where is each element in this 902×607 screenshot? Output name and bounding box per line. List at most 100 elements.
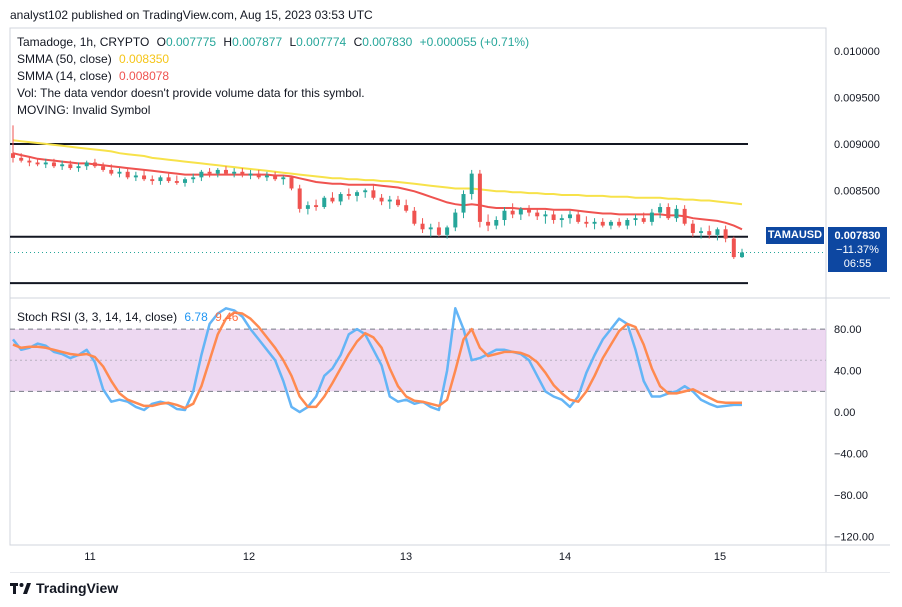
candle-body <box>281 177 286 180</box>
tag-price: 0.007830 <box>834 230 881 242</box>
candle-body <box>518 208 523 215</box>
candle-body <box>363 190 368 193</box>
moving-note: MOVING: Invalid Symbol <box>17 103 151 117</box>
candle-body <box>633 218 638 221</box>
candle-body <box>494 220 499 226</box>
publisher-header: analyst102 published on TradingView.com,… <box>10 8 373 22</box>
candle-body <box>273 175 278 180</box>
price-tag: 0.007830 −11.37% 06:55 <box>828 227 887 272</box>
tradingview-logo-icon <box>10 583 31 594</box>
badge-symbol: TAMAUSD <box>767 229 823 241</box>
candle-body <box>731 238 736 258</box>
stoch-tick-label: −120.00 <box>834 532 874 544</box>
candle-body <box>404 205 409 211</box>
smma14-value: 0.008078 <box>119 69 170 83</box>
candle-body <box>355 192 360 196</box>
high-value: 0.007877 <box>232 35 283 49</box>
stoch-label: Stoch RSI (3, 3, 14, 14, close) <box>17 310 178 324</box>
volume-note: Vol: The data vendor doesn't provide vol… <box>17 86 365 100</box>
candle-body <box>51 162 56 167</box>
candle-body <box>314 205 319 208</box>
stoch-d-line <box>12 311 742 410</box>
open-label: O <box>156 35 166 49</box>
smma14-line <box>12 152 743 231</box>
candle-body <box>699 231 704 233</box>
candle-body <box>158 177 163 182</box>
candle-body <box>641 218 646 222</box>
stoch-k-line <box>12 307 742 414</box>
candle-body <box>125 171 130 178</box>
smma50-label: SMMA (50, close) <box>17 52 112 66</box>
candle-body <box>445 227 450 235</box>
candle-body <box>150 179 155 182</box>
candle-body <box>109 169 114 174</box>
time-tick-label: 11 <box>84 551 95 563</box>
change-value: +0.000055 (+0.71%) <box>419 35 530 49</box>
candle-body <box>371 190 376 198</box>
candle-body <box>576 214 581 222</box>
candle-body <box>690 223 695 233</box>
stoch-tick-label: 0.00 <box>834 407 855 419</box>
candle-body <box>715 229 720 235</box>
candle-body <box>19 157 24 161</box>
stoch-d-value: 9.46 <box>215 310 239 324</box>
candle-body <box>223 169 228 174</box>
candle-body <box>76 166 81 169</box>
candle-body <box>330 197 335 202</box>
price-pane <box>10 125 826 285</box>
candle-body <box>240 171 245 176</box>
chart-frame <box>9 27 890 573</box>
bottom-border <box>10 572 890 573</box>
high-label: H <box>223 35 233 49</box>
candle-body <box>535 212 540 217</box>
close-label: C <box>353 35 363 49</box>
candle-body <box>305 205 310 209</box>
candle-body <box>166 177 171 182</box>
candle-body <box>551 214 556 221</box>
candle-body <box>27 160 32 163</box>
candle-body <box>608 221 613 226</box>
candle-body <box>35 162 40 165</box>
price-tick-label: 0.009000 <box>834 139 880 151</box>
candle-body <box>322 197 327 208</box>
candle-body <box>600 221 605 226</box>
candle-body <box>346 194 351 196</box>
candle-body <box>625 220 630 226</box>
candle-body <box>68 164 73 169</box>
candle-body <box>453 212 458 228</box>
stoch-pane <box>10 307 826 414</box>
tag-countdown: 06:55 <box>843 258 872 270</box>
candle-body <box>297 188 302 209</box>
candle-body <box>92 162 97 167</box>
close-value: 0.007830 <box>362 35 413 49</box>
smma14-legend: SMMA (14, close) 0.008078 <box>17 69 169 84</box>
candle-body <box>658 207 663 213</box>
stoch-band <box>10 329 826 392</box>
price-tick-label: 0.008500 <box>834 185 880 197</box>
candle-body <box>387 199 392 202</box>
candle-body <box>502 210 507 221</box>
candle-body <box>486 221 491 226</box>
candle-body <box>133 175 138 178</box>
candle-body <box>379 197 384 202</box>
candle-body <box>436 227 441 235</box>
candle-body <box>584 221 589 224</box>
ohlc-legend: Tamadoge, 1h, CRYPTO O0.007775 H0.007877… <box>17 35 529 50</box>
candle-body <box>11 153 15 158</box>
candle-body <box>256 173 261 178</box>
candle-body <box>707 231 712 235</box>
candle-body <box>232 171 237 174</box>
stoch-legend: Stoch RSI (3, 3, 14, 14, close) 6.78 9.4… <box>17 310 238 325</box>
stoch-tick-label: −80.00 <box>834 490 868 502</box>
candle-body <box>559 218 564 221</box>
time-tick-label: 14 <box>559 551 571 563</box>
tag-change: −11.37% <box>836 244 879 256</box>
low-label: L <box>289 35 297 49</box>
footer-brand: TradingView <box>36 580 119 596</box>
candle-body <box>617 221 622 226</box>
candle-body <box>510 210 515 215</box>
candle-body <box>183 179 188 183</box>
candle-body <box>666 207 671 219</box>
time-tick-label: 12 <box>243 551 255 563</box>
candle-body <box>191 177 196 180</box>
